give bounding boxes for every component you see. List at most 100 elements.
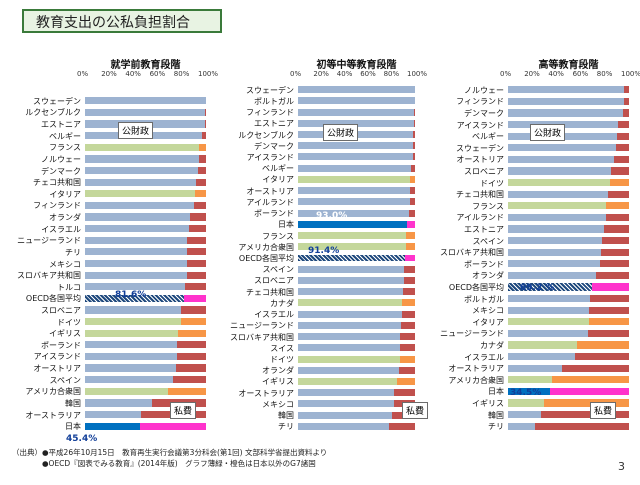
bar-public <box>85 352 177 361</box>
bar-public <box>298 175 411 183</box>
bar-public <box>298 220 407 228</box>
bar-private <box>404 254 415 262</box>
category-label: デンマーク <box>254 141 294 151</box>
bar-public <box>508 109 623 117</box>
bar-private <box>404 265 415 273</box>
category-label: スイス <box>270 343 294 353</box>
bar-private <box>180 318 206 326</box>
bar-private <box>409 209 415 217</box>
bar-public <box>85 283 186 291</box>
bar-private <box>596 271 629 279</box>
category-label: ルクセンブルク <box>25 108 81 118</box>
category-label: ポルトガル <box>254 96 294 106</box>
bar-public <box>298 108 414 116</box>
bar-public <box>298 187 411 195</box>
bar-public <box>298 310 403 318</box>
public-label: 公財政 <box>118 122 154 139</box>
category-label: ドイツ <box>57 317 81 327</box>
category-label: フランス <box>262 231 294 241</box>
bar-public <box>298 288 404 296</box>
bar-public <box>508 353 575 361</box>
bar-public <box>508 318 590 326</box>
category-label: チェコ共和国 <box>246 287 294 297</box>
category-label: メキシコ <box>49 259 81 269</box>
private-label: 私費 <box>590 402 617 419</box>
category-label: アメリカ合衆国 <box>238 242 294 252</box>
panel-title-1: 初等中等教育段階 <box>316 60 397 71</box>
bar-public <box>85 294 184 302</box>
bar-public <box>298 142 413 150</box>
bar-public <box>508 155 615 163</box>
category-label: デンマーク <box>41 166 81 176</box>
category-label: カナダ <box>480 341 504 350</box>
category-label: イタリア <box>49 189 81 199</box>
bar-public <box>85 108 205 117</box>
tick-label: 0% <box>290 70 302 78</box>
category-label: スロバキア共和国 <box>440 248 504 258</box>
page-number: 3 <box>618 460 625 473</box>
category-label: ポーランド <box>254 209 294 219</box>
category-label: ポーランド <box>41 340 81 350</box>
bar-private <box>544 399 629 407</box>
bar-private <box>412 153 415 161</box>
bar-private <box>405 243 415 251</box>
bar-private <box>399 355 415 363</box>
bar-public <box>508 422 535 430</box>
category-label: ニュージーランド <box>230 321 294 331</box>
bar-public <box>508 179 610 187</box>
bar-private <box>196 178 206 186</box>
bar-private <box>139 422 206 430</box>
bar-public <box>85 364 176 372</box>
private-label: 私費 <box>170 402 197 419</box>
bar-public <box>508 271 597 279</box>
bar-public <box>508 387 550 395</box>
category-label: スウェーデン <box>246 85 294 95</box>
category-label: OECD各国平均 <box>448 283 504 292</box>
category-label: フランス <box>49 143 81 153</box>
category-label: チリ <box>488 422 504 432</box>
bar-private <box>549 387 629 395</box>
bar-public <box>85 387 169 395</box>
bar-private <box>204 108 206 117</box>
bar-private <box>186 271 206 279</box>
value-label: 45.4% <box>66 434 98 444</box>
bar-private <box>410 175 415 183</box>
category-label: アメリカ合衆国 <box>448 375 504 385</box>
category-label: アイスランド <box>246 152 294 162</box>
bar-private <box>591 283 629 291</box>
category-label: メキシコ <box>472 306 504 316</box>
bar-public <box>85 143 199 151</box>
tick-label: 100% <box>621 70 640 78</box>
bar-private <box>540 411 629 419</box>
category-label: アイスランド <box>456 120 504 130</box>
bar-public <box>85 422 140 430</box>
footer-line-2: ●OECD『図表でみる教育』(2014年版) グラフ薄緑・橙色は日本以外のG7諸… <box>42 459 316 468</box>
category-label: 日本 <box>488 387 504 397</box>
value-label: 69.2 % <box>520 283 555 293</box>
bar-private <box>562 364 629 372</box>
category-label: オーストラリア <box>25 410 81 420</box>
bar-public <box>85 225 190 233</box>
category-label: オーストリア <box>246 186 294 196</box>
value-label: 91.4% <box>308 246 340 256</box>
bar-private <box>389 422 415 430</box>
bar-private <box>534 422 629 430</box>
footer-row-1: （出典）●平成26年10月15日 教育再生実行会議第3分科会(第1回) 文部科学… <box>12 447 327 458</box>
bar-private <box>400 321 415 329</box>
bar-private <box>186 236 206 244</box>
category-label: スロバキア共和国 <box>17 271 81 281</box>
category-label: エストニア <box>41 120 81 130</box>
bar-private <box>610 167 629 175</box>
bar-public <box>508 306 590 314</box>
tick-label: 0% <box>500 70 512 78</box>
bar-private <box>576 341 629 349</box>
bar-public <box>508 237 603 245</box>
tick-label: 60% <box>360 70 376 78</box>
bar-private <box>404 276 415 284</box>
bar-private <box>413 108 415 116</box>
tick-label: 80% <box>383 70 400 78</box>
category-label: フィンランド <box>33 201 81 211</box>
bar-private <box>615 144 629 152</box>
bar-private <box>587 329 629 337</box>
tick-label: 100% <box>407 70 428 78</box>
